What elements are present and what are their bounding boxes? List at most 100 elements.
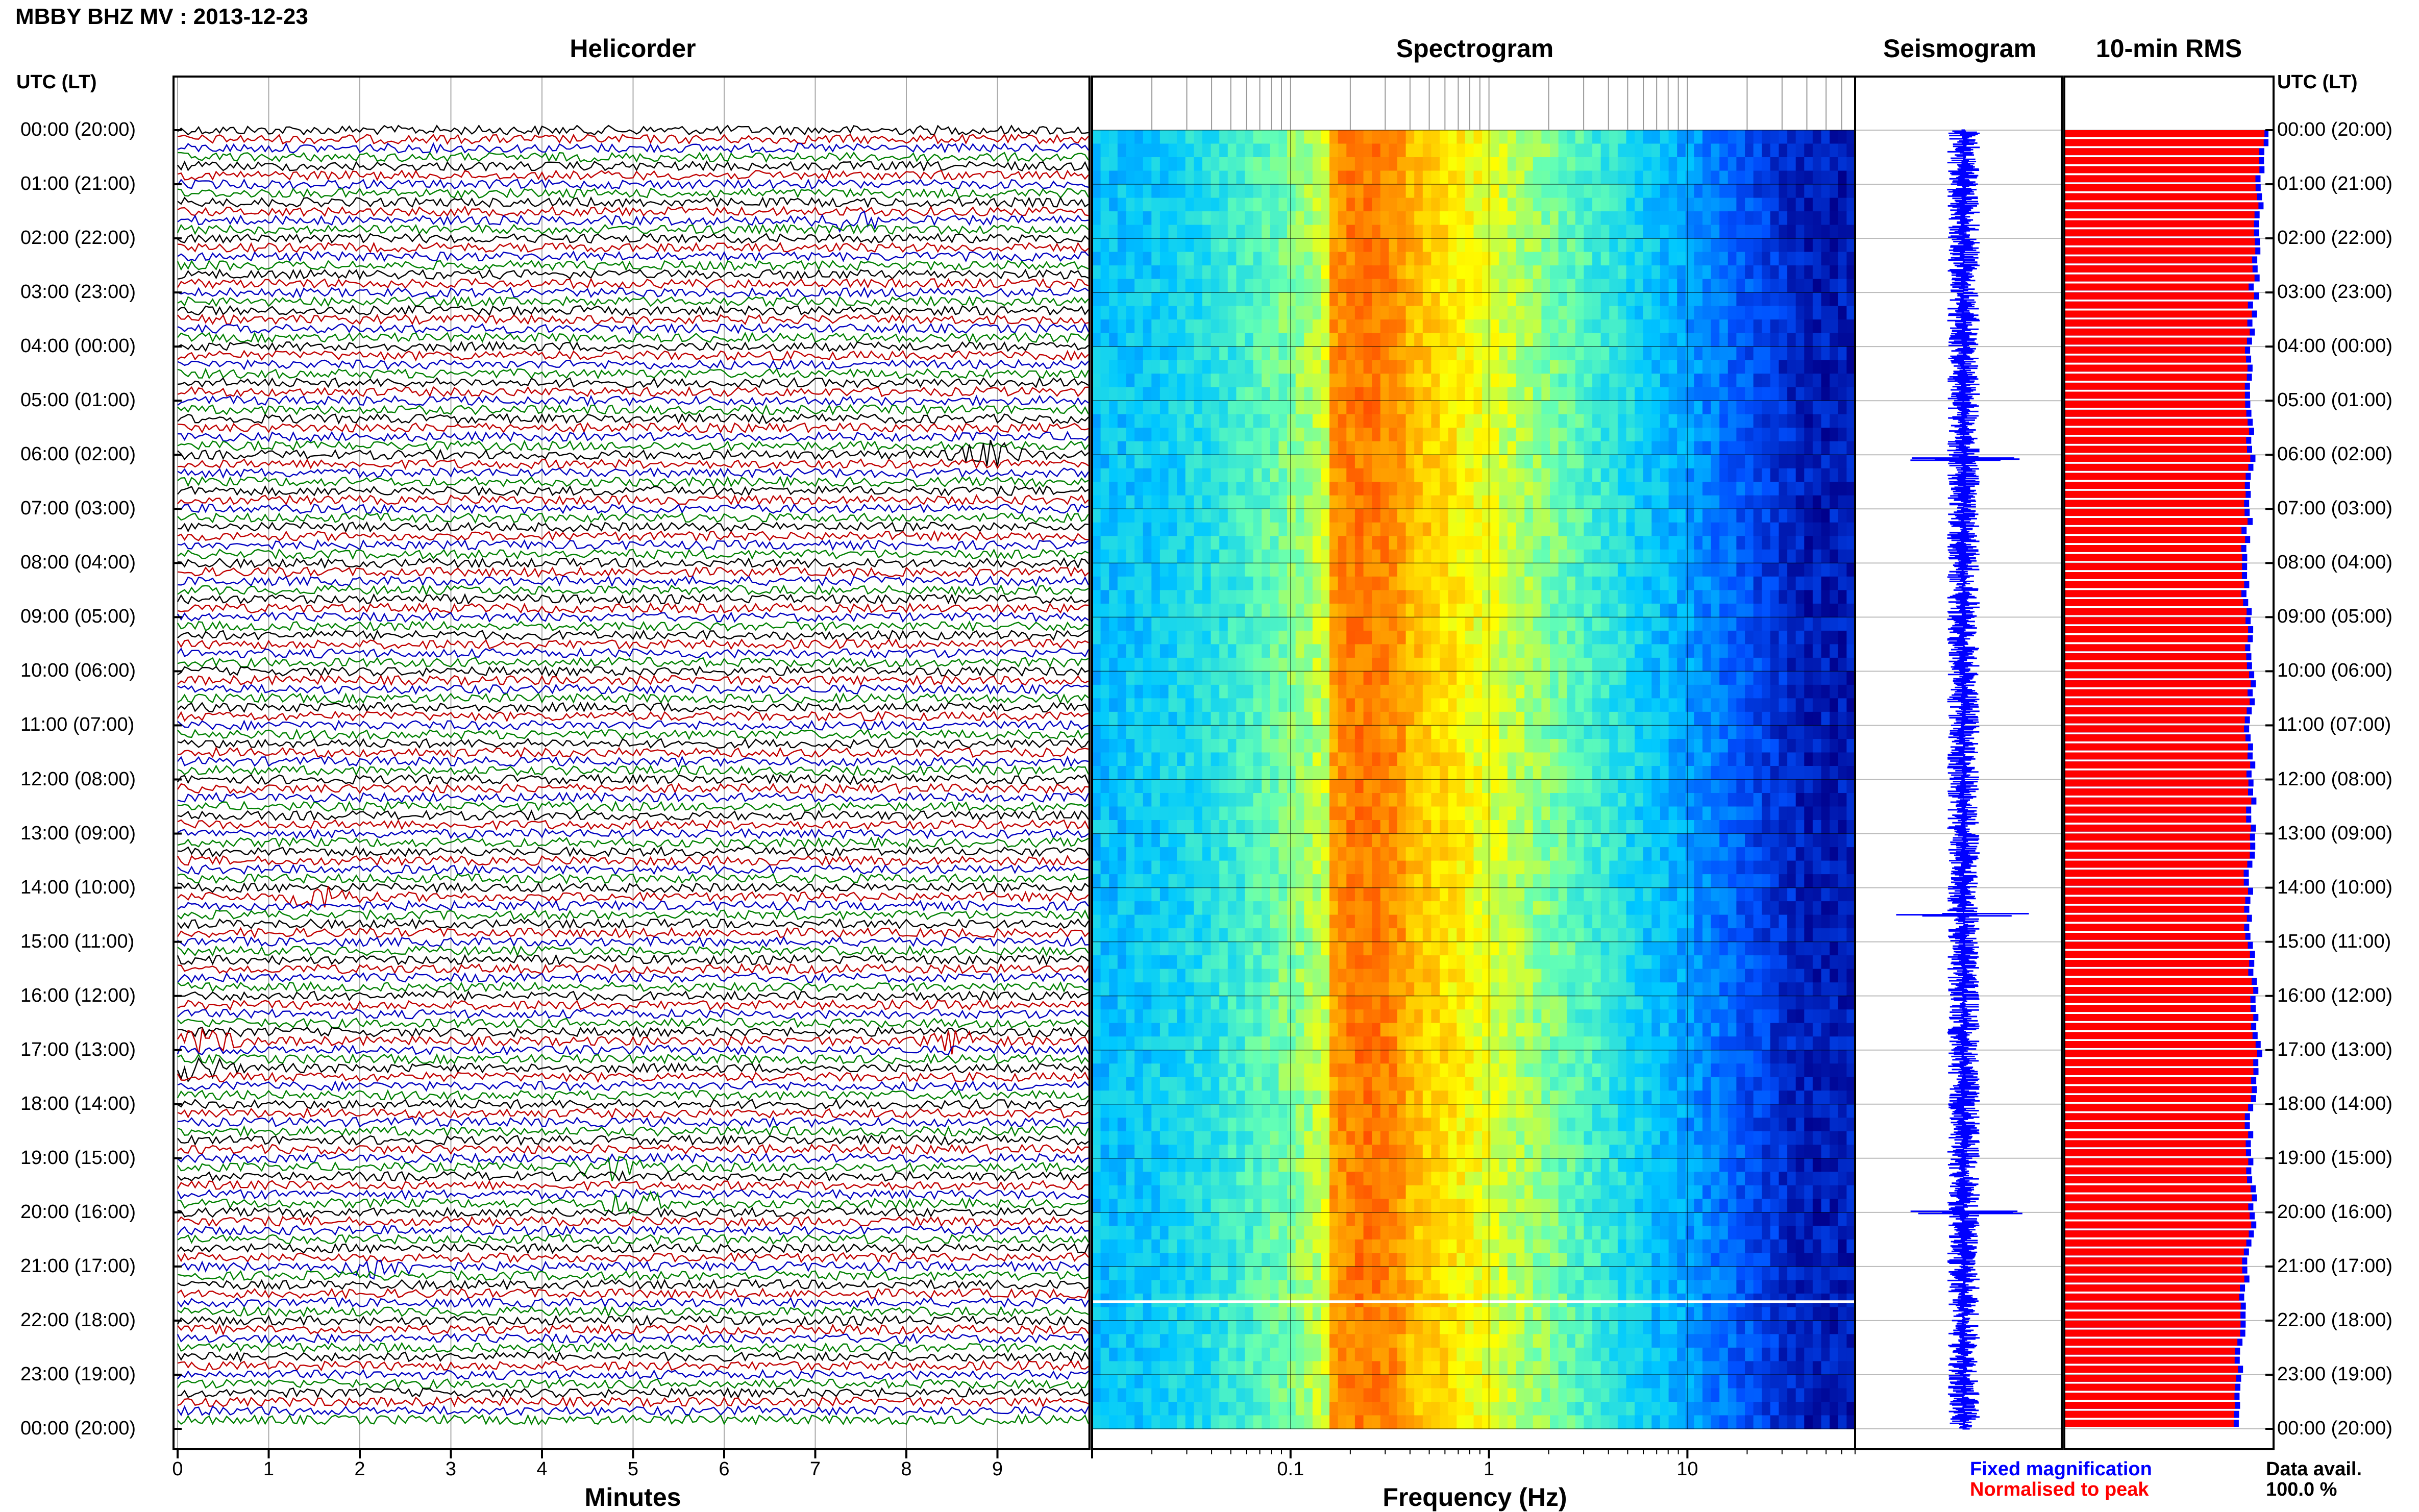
helicorder-trace [177, 575, 1090, 587]
spectrogram-cell [1227, 374, 1237, 388]
spectrogram-cell [1482, 603, 1491, 618]
spectrogram-cell [1354, 509, 1364, 523]
spectrogram-cell [1821, 143, 1831, 158]
spectrogram-cell [1211, 711, 1220, 726]
spectrogram-cell [1762, 549, 1771, 564]
spectrogram-cell [1270, 197, 1279, 212]
spectrogram-cell [1575, 170, 1585, 185]
spectrogram-cell [1727, 793, 1737, 807]
spectrogram-cell [1422, 225, 1432, 239]
spectrogram-cell [1194, 806, 1203, 821]
spectrogram-cell [1159, 468, 1169, 483]
spectrogram-cell [1719, 279, 1729, 293]
spectrogram-cell [1405, 711, 1415, 726]
spectrogram-cell [1422, 279, 1432, 293]
spectrogram-cell [1270, 428, 1279, 442]
spectrogram-cell [1567, 766, 1576, 780]
spectrogram-cell [1753, 711, 1763, 726]
spectrogram-cell [1516, 684, 1525, 699]
spectrogram-cell [1685, 684, 1695, 699]
spectrogram-cell [1779, 657, 1788, 672]
spectrogram-cell [1329, 468, 1339, 483]
spectrogram-cell [1600, 414, 1610, 429]
spectrogram-cell [1567, 806, 1576, 821]
spectrogram-cell [1262, 414, 1271, 429]
spectrogram-cell [1490, 455, 1500, 469]
spectrogram-cell [1762, 238, 1771, 253]
spectrogram-cell [1821, 360, 1831, 375]
spectrogram-cell [1227, 143, 1237, 158]
spectrogram-cell [1245, 333, 1254, 348]
spectrogram-cell [1262, 617, 1271, 631]
spectrogram-cell [1719, 428, 1729, 442]
spectrogram-cell [1372, 509, 1381, 523]
spectrogram-cell [1329, 833, 1339, 848]
spectrogram-cell [1668, 441, 1678, 456]
spectrogram-cell [1558, 184, 1568, 199]
spectrogram-cell [1558, 739, 1568, 753]
spectrogram-cell [1507, 806, 1517, 821]
spectrogram-cell [1745, 576, 1754, 591]
spectrogram-cell [1550, 495, 1559, 510]
spectrogram-cell [1202, 468, 1212, 483]
helicorder-trace [177, 1270, 1089, 1282]
spectrogram-cell [1431, 265, 1440, 280]
spectrogram-cell [1100, 346, 1110, 361]
spectrogram-cell [1779, 130, 1788, 144]
spectrogram-cell [1287, 576, 1296, 591]
spectrogram-cell [1668, 401, 1678, 415]
spectrogram-cell [1338, 441, 1347, 456]
spectrogram-cell [1270, 211, 1279, 226]
spectrogram-cell [1719, 630, 1729, 645]
spectrogram-cell [1329, 766, 1339, 780]
spectrogram-cell [1346, 414, 1355, 429]
spectrogram-cell [1533, 170, 1542, 185]
spectrogram-cell [1151, 536, 1161, 550]
spectrogram-cell [1558, 671, 1568, 685]
spectrogram-cell [1846, 766, 1856, 780]
spectrogram-cell [1609, 576, 1618, 591]
spectrogram-cell [1804, 346, 1813, 361]
spectrogram-cell [1168, 495, 1178, 510]
spectrogram-cell [1338, 549, 1347, 564]
spectrogram-cell [1440, 752, 1449, 766]
spectrogram-cell [1668, 346, 1678, 361]
spectrogram-cell [1779, 143, 1788, 158]
spectrogram-cell [1668, 468, 1678, 483]
spectrogram-cell [1253, 184, 1263, 199]
spectrogram-cell [1507, 779, 1517, 794]
spectrogram-cell [1338, 333, 1347, 348]
spectrogram-cell [1270, 482, 1279, 496]
spectrogram-cell [1821, 265, 1831, 280]
spectrogram-cell [1465, 143, 1474, 158]
spectrogram-cell [1134, 522, 1144, 537]
spectrogram-cell [1499, 197, 1508, 212]
spectrogram-cell [1211, 563, 1220, 577]
spectrogram-cell [1558, 225, 1568, 239]
spectrogram-cell [1651, 468, 1661, 483]
spectrogram-cell [1134, 833, 1144, 848]
spectrogram-cell [1711, 319, 1720, 334]
spectrogram-cell [1245, 279, 1254, 293]
spectrogram-cell [1473, 522, 1483, 537]
spectrogram-cell [1312, 536, 1322, 550]
spectrogram-cell [1448, 563, 1458, 577]
spectrogram-cell [1660, 170, 1669, 185]
spectrogram-cell [1804, 509, 1813, 523]
spectrogram-cell [1719, 143, 1729, 158]
spectrogram-cell [1151, 630, 1161, 645]
spectrogram-cell [1363, 793, 1373, 807]
helicorder-trace [177, 638, 1089, 650]
helicorder-trace [177, 800, 1089, 812]
spectrogram-cell [1727, 143, 1737, 158]
spectrogram-cell [1151, 779, 1161, 794]
spectrogram-cell [1787, 590, 1796, 604]
spectrogram-cell [1600, 306, 1610, 320]
spectrogram-cell [1584, 157, 1593, 171]
spectrogram-cell [1533, 495, 1542, 510]
spectrogram-cell [1227, 779, 1237, 794]
spectrogram-cell [1787, 401, 1796, 415]
spectrogram-cell [1533, 387, 1542, 402]
spectrogram-cell [1651, 279, 1661, 293]
spectrogram-cell [1821, 157, 1831, 171]
